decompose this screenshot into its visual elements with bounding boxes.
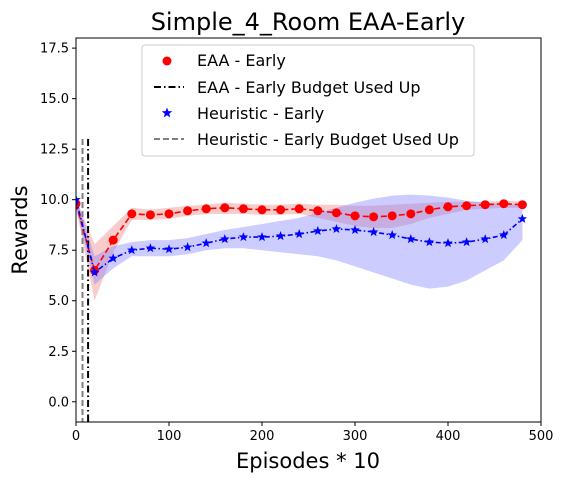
point-heuristic [294, 229, 304, 239]
y-tick-label: 12.5 [40, 143, 69, 158]
chart-title: Simple_4_Room EAA-Early [151, 8, 466, 36]
point-heuristic [108, 253, 118, 263]
axes-frame [75, 37, 542, 423]
point-eaa [462, 201, 472, 211]
point-heuristic [182, 242, 193, 252]
y-tick-label: 7.5 [48, 244, 69, 259]
point-heuristic [201, 238, 211, 248]
x-tick-label: 400 [436, 429, 461, 444]
point-heuristic [76, 194, 81, 204]
point-heuristic [275, 231, 286, 241]
point-heuristic [238, 232, 249, 242]
x-axis: 0 100 200 300 400 500 [72, 422, 554, 444]
legend: EAA - Early EAA - Early Budget Used Up H… [141, 44, 475, 157]
legend-entry-eaa-budget: EAA - Early Budget Used Up [154, 78, 421, 97]
legend-box [141, 44, 475, 157]
point-eaa [480, 200, 490, 210]
legend-eaa-label: EAA - Early [197, 51, 286, 70]
point-heuristic [499, 230, 509, 240]
point-heuristic [89, 267, 100, 277]
point-eaa [387, 211, 397, 221]
point-eaa [331, 208, 341, 218]
point-heuristic [461, 237, 472, 247]
x-tick-label: 300 [343, 429, 368, 444]
point-heuristic [145, 243, 156, 253]
point-eaa [164, 209, 174, 219]
y-axis-label: Rewards [8, 185, 32, 274]
point-heuristic [127, 245, 137, 255]
y-tick-label: 15.0 [40, 92, 69, 107]
point-eaa [294, 204, 304, 214]
point-heuristic [257, 232, 267, 242]
point-heuristic [368, 227, 379, 237]
point-heuristic [164, 244, 174, 254]
point-eaa [369, 212, 379, 222]
y-axis: 0.0 2.5 5.0 7.5 10.0 12.5 15.0 17.5 [40, 42, 76, 410]
point-heuristic [517, 213, 528, 223]
point-heuristic [406, 234, 416, 244]
legend-heuristic-budget-label: Heuristic - Early Budget Used Up [197, 130, 459, 149]
legend-heuristic-marker [161, 107, 173, 118]
point-eaa [313, 206, 323, 216]
point-heuristic [313, 226, 323, 236]
point-eaa [220, 203, 230, 213]
legend-entry-eaa: EAA - Early [162, 51, 286, 70]
point-eaa [517, 200, 527, 210]
point-heuristic [350, 225, 360, 235]
point-heuristic [424, 237, 435, 247]
point-eaa [276, 205, 286, 215]
plot-area [76, 139, 528, 422]
legend-entry-heuristic-budget: Heuristic - Early Budget Used Up [154, 130, 459, 149]
point-heuristic [480, 234, 490, 244]
point-heuristic [331, 223, 342, 234]
y-tick-label: 10.0 [40, 193, 69, 208]
point-eaa [127, 209, 137, 219]
point-eaa [183, 206, 193, 216]
y-tick-label: 5.0 [48, 294, 69, 309]
point-eaa [108, 235, 118, 245]
point-heuristic [220, 234, 230, 244]
point-heuristic [387, 230, 397, 240]
point-eaa [350, 211, 360, 221]
point-eaa [406, 209, 416, 219]
point-eaa [257, 205, 267, 215]
plot-content [76, 139, 528, 422]
point-heuristic [443, 238, 453, 248]
x-axis-label: Episodes * 10 [236, 449, 380, 473]
legend-heuristic-label: Heuristic - Early [197, 104, 324, 123]
y-tick-label: 2.5 [48, 345, 69, 360]
point-eaa [443, 202, 453, 212]
x-tick-label: 500 [529, 429, 554, 444]
x-tick-label: 200 [250, 429, 275, 444]
x-tick-label: 100 [157, 429, 182, 444]
y-tick-label: 0.0 [48, 395, 69, 410]
point-eaa [424, 205, 434, 215]
legend-entry-heuristic: Heuristic - Early [161, 104, 324, 123]
legend-eaa-budget-label: EAA - Early Budget Used Up [197, 78, 421, 97]
point-eaa [238, 204, 248, 214]
y-tick-label: 17.5 [40, 42, 69, 57]
point-eaa [145, 210, 155, 220]
legend-eaa-marker [162, 56, 172, 66]
point-eaa [201, 204, 211, 214]
x-tick-label: 0 [72, 429, 80, 444]
point-eaa [499, 199, 509, 209]
